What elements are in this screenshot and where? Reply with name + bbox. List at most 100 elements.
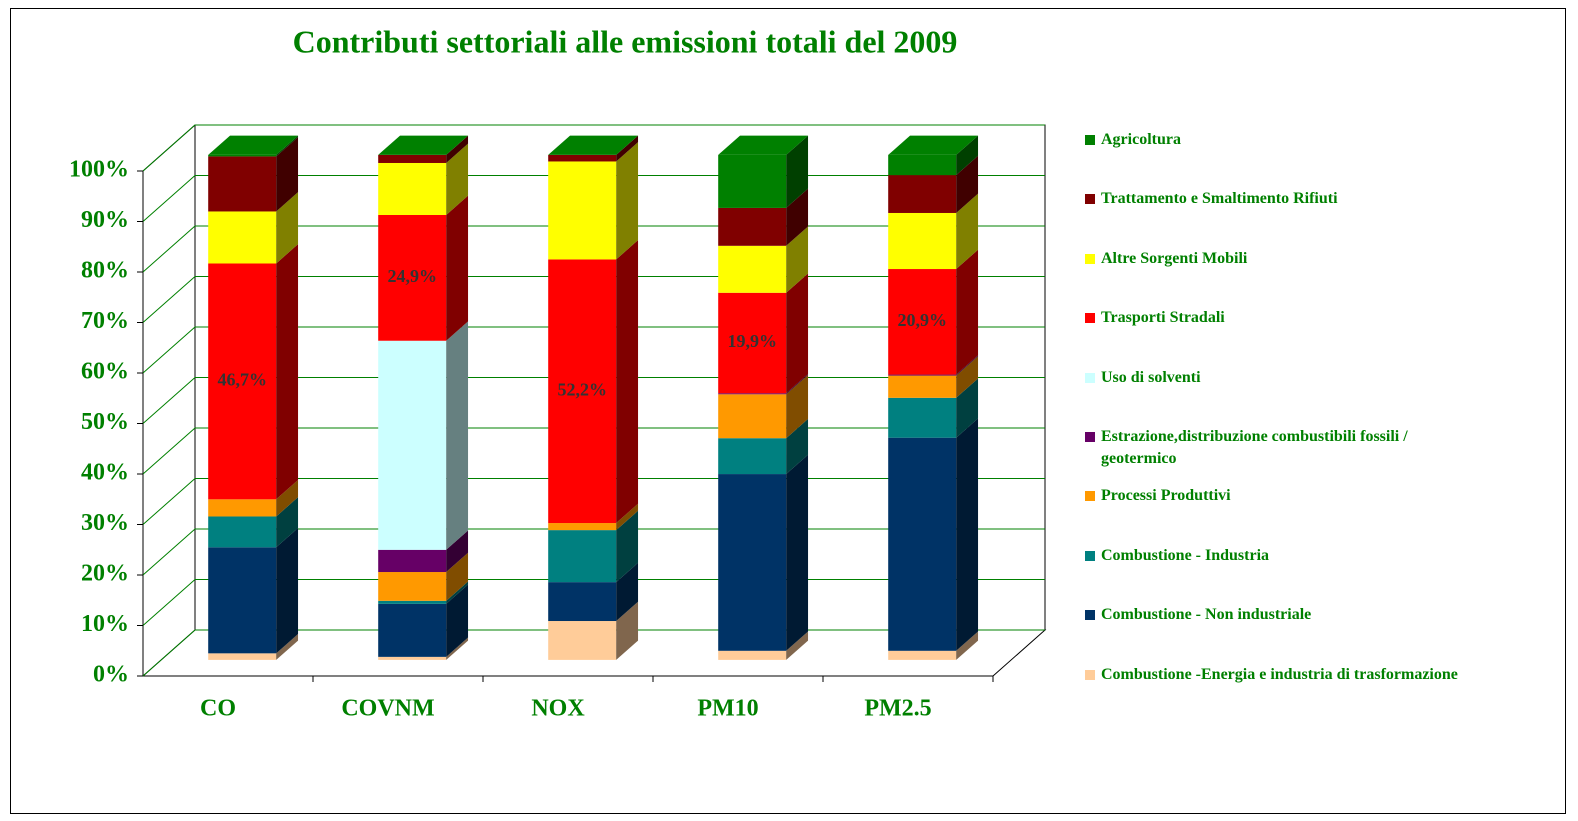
legend-label: Agricoltura — [1101, 131, 1181, 148]
bar-segment — [888, 375, 957, 398]
bar-segment-side — [616, 510, 639, 583]
legend-label: Combustione - Non industriale — [1101, 606, 1312, 624]
bar-segment-side — [956, 356, 979, 398]
legend-item: Processi Produttivi — [1085, 485, 1565, 507]
x-tick-label: COVNM — [341, 696, 434, 722]
bar-segment — [888, 650, 957, 660]
bar-segment-side — [616, 240, 639, 524]
bar-segment — [718, 650, 787, 660]
y-tick-label: 50% — [81, 409, 129, 435]
legend-label: Trasporti Stradali — [1101, 309, 1225, 327]
bar-segment-side — [276, 479, 299, 517]
y-tick-label: 30% — [81, 510, 129, 536]
bar-segment — [718, 292, 787, 394]
bar-segment — [548, 530, 617, 583]
bar-segment-side — [276, 244, 299, 500]
chart-frame — [10, 8, 1566, 814]
bar-segment-side — [446, 143, 469, 215]
data-label: 24,9% — [387, 266, 437, 286]
bar-segment — [208, 499, 277, 517]
legend-swatch — [1085, 253, 1095, 264]
y-tick-label: 90% — [81, 207, 129, 233]
legend-item: Combustione -Energia e industria di tras… — [1085, 664, 1565, 686]
bar-segment-side — [276, 634, 299, 660]
bar-segment-side — [616, 601, 639, 660]
bar-segment — [378, 600, 447, 604]
bar-segment — [548, 582, 617, 622]
bar-segment — [548, 154, 617, 162]
bar-segment-side — [956, 135, 979, 176]
bar-segment-side — [276, 137, 299, 212]
chart-title: Contributi settoriali alle emissioni tot… — [293, 23, 958, 59]
legend-label: Altre Sorgenti Mobili — [1101, 249, 1248, 267]
legend-swatch — [1085, 610, 1095, 621]
bar-segment — [208, 653, 277, 660]
bar-segment-side — [786, 374, 809, 439]
bar-segment-side — [786, 631, 809, 660]
bar-segment-side — [956, 418, 979, 651]
legend-item: Uso di solventi — [1085, 367, 1565, 389]
bar-segment — [718, 474, 787, 651]
bar-top — [378, 135, 469, 155]
bar-top — [548, 135, 639, 155]
bar-segment — [718, 393, 787, 395]
bar-segment-side — [616, 135, 639, 162]
bar-segment — [718, 245, 787, 293]
legend-swatch — [1085, 313, 1095, 324]
bar-segment — [548, 621, 617, 660]
bar-segment-side — [276, 527, 299, 654]
bar-segment-side — [276, 135, 299, 157]
bar-segment — [888, 175, 957, 213]
grid-line — [142, 124, 1045, 172]
bar-segment-side — [446, 584, 469, 657]
bar-segment — [718, 438, 787, 475]
bar-segment-side — [446, 321, 469, 550]
bar-segment — [888, 154, 957, 176]
bar-segment — [208, 156, 277, 212]
bar-top — [718, 135, 809, 155]
bar-segment-side — [956, 155, 979, 213]
bar-segment-side — [276, 192, 299, 264]
bar-segment-side — [786, 418, 809, 475]
bar-segment — [378, 214, 447, 341]
legend-swatch — [1085, 432, 1095, 442]
bar-segment-side — [446, 135, 469, 163]
legend-swatch — [1085, 491, 1095, 502]
legend-swatch — [1085, 669, 1095, 680]
bar-segment-side — [786, 454, 809, 651]
bar-segment-side — [956, 631, 979, 660]
legend-item: Estrazione,distribuzione combustibili fo… — [1085, 426, 1415, 470]
x-tick-label: PM2.5 — [864, 696, 931, 722]
bar-segment — [888, 374, 957, 376]
bar-segment-side — [446, 637, 469, 660]
data-label: 20,9% — [897, 310, 947, 330]
y-tick-label: 20% — [81, 561, 129, 587]
y-tick-label: 80% — [81, 258, 129, 284]
bar-segment — [208, 263, 277, 500]
y-tick-label: 40% — [81, 460, 129, 486]
bar-segment-side — [446, 581, 469, 604]
bar-segment — [718, 207, 787, 246]
legend-label: Processi Produttivi — [1101, 487, 1231, 505]
legend-swatch — [1085, 194, 1095, 205]
bar-segment-side — [956, 378, 979, 438]
legend-item: Trasporti Stradali — [1085, 307, 1565, 329]
y-tick-label: 60% — [81, 359, 129, 385]
bar-segment — [548, 523, 617, 531]
bar-top — [208, 135, 299, 155]
legend-item: Combustione - Non industriale — [1085, 604, 1565, 626]
bar-segment-side — [786, 226, 809, 293]
bar-segment — [378, 572, 447, 601]
legend-label: Estrazione,distribuzione combustibili fo… — [1101, 428, 1408, 467]
legend-label: Combustione - Industria — [1101, 546, 1270, 564]
bar-segment — [888, 437, 957, 651]
bar-segment — [888, 397, 957, 438]
data-label: 19,9% — [727, 331, 777, 351]
bar-segment — [548, 161, 617, 260]
bar-segment-side — [616, 562, 639, 622]
bar-segment — [548, 259, 617, 524]
bar-segment-side — [956, 249, 979, 375]
legend-label: Trattamento e Smaltimento Rifiuti — [1101, 190, 1338, 208]
bar-segment — [378, 603, 447, 657]
bar-segment — [888, 212, 957, 270]
